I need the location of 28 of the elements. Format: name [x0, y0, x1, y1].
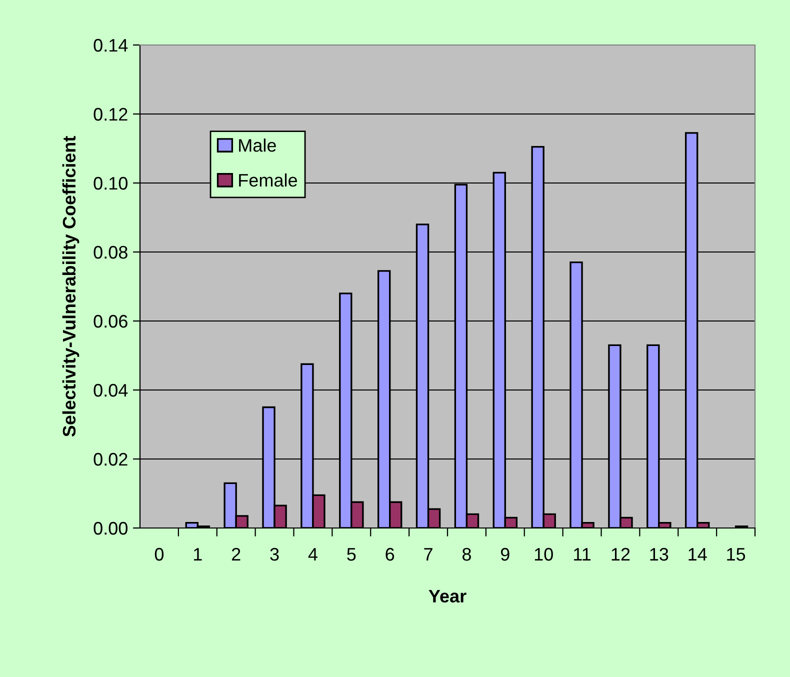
y-tick-label: 0.00	[94, 522, 128, 535]
legend-label: Male	[239, 138, 276, 152]
x-tick-label: 5	[347, 548, 356, 561]
x-tick-label: 10	[534, 548, 553, 561]
x-tick-label: 1	[194, 548, 202, 561]
x-tick-label: 13	[650, 548, 668, 561]
y-tick-label: 0.12	[94, 108, 128, 121]
x-tick-label: 8	[462, 548, 471, 561]
x-tick-label: 2	[232, 548, 240, 561]
y-tick-label: 0.10	[94, 176, 128, 190]
x-tick-label: 15	[727, 548, 746, 561]
x-tick-label: 7	[424, 548, 432, 561]
x-axis-title: Year	[428, 590, 466, 603]
x-tick-label: 3	[270, 548, 279, 561]
legend-label: Female	[239, 173, 298, 187]
y-tick-label: 0.06	[94, 314, 128, 328]
x-tick-label: 6	[386, 548, 394, 561]
x-tick-label: 11	[574, 548, 591, 561]
x-tick-label: 14	[688, 548, 707, 561]
x-tick-label: 12	[612, 548, 630, 561]
y-tick-label: 0.04	[94, 384, 128, 397]
y-tick-label: 0.02	[94, 452, 128, 466]
y-tick-label: 0.08	[94, 246, 128, 259]
y-tick-label: 0.14	[94, 38, 128, 52]
x-tick-label: 0	[154, 548, 164, 561]
x-tick-label: 9	[500, 548, 510, 561]
x-tick-label: 4	[308, 548, 318, 561]
y-axis-title: Selectivity-Vulnerability Coefficient	[62, 136, 80, 437]
